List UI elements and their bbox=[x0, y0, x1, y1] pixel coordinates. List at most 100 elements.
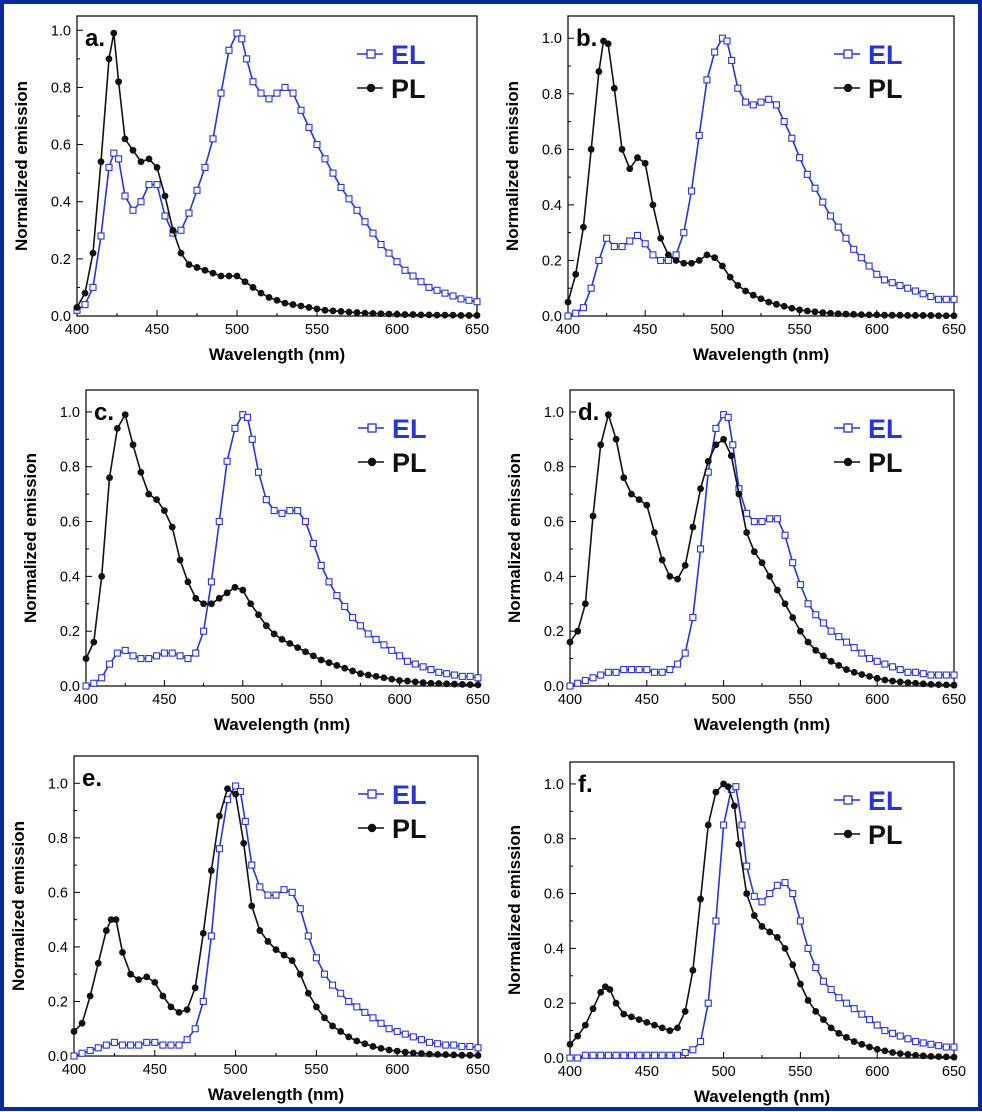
pl-point bbox=[674, 1024, 681, 1032]
el-point bbox=[935, 1042, 943, 1050]
pl-point bbox=[749, 291, 757, 299]
figure-canvas: 400 450 500 550 600 650 0.0 0.2 0.4 0.6 0.8 1.0 Wave… bbox=[9, 15, 966, 1106]
legend-label-el: EL bbox=[392, 780, 427, 810]
pl-point bbox=[127, 970, 134, 978]
el-point bbox=[337, 989, 345, 997]
el-point bbox=[90, 679, 98, 687]
pl-point bbox=[302, 648, 309, 656]
pl-point bbox=[434, 1050, 441, 1058]
el-point bbox=[865, 655, 874, 663]
pl-point bbox=[695, 257, 703, 264]
el-point bbox=[881, 1027, 889, 1035]
x-tick-label: 500 bbox=[711, 1064, 735, 1080]
el-point bbox=[581, 676, 589, 685]
el-point bbox=[566, 682, 574, 690]
pl-point bbox=[337, 308, 345, 315]
pl-point bbox=[719, 262, 726, 270]
el-point bbox=[950, 1043, 958, 1051]
pl-point bbox=[417, 311, 425, 319]
el-point bbox=[377, 1019, 385, 1027]
pl-point bbox=[628, 1013, 635, 1021]
pl-point bbox=[896, 678, 904, 686]
el-point bbox=[176, 652, 184, 660]
pl-point bbox=[781, 944, 789, 952]
pl-point bbox=[789, 614, 797, 621]
pl-point bbox=[950, 681, 958, 689]
pl-point bbox=[712, 441, 720, 449]
pl-point bbox=[581, 600, 589, 608]
el-point bbox=[641, 240, 649, 248]
el-point bbox=[935, 671, 943, 679]
el-point bbox=[873, 1021, 881, 1029]
pl-point bbox=[635, 496, 643, 504]
pl-point bbox=[912, 312, 919, 319]
pl-point bbox=[758, 559, 766, 567]
pl-point bbox=[950, 1053, 958, 1061]
pl-point bbox=[247, 600, 255, 608]
el-point bbox=[280, 886, 288, 894]
el-point bbox=[604, 668, 612, 676]
el-point bbox=[256, 883, 264, 891]
pl-point bbox=[255, 611, 262, 619]
el-point bbox=[796, 154, 804, 162]
el-point bbox=[757, 98, 765, 106]
pl-point bbox=[82, 655, 90, 662]
pl-point bbox=[199, 929, 207, 937]
pl-point bbox=[167, 1003, 175, 1011]
el-point bbox=[743, 509, 751, 517]
pl-point bbox=[216, 812, 223, 820]
el-point bbox=[313, 141, 321, 149]
el-point bbox=[610, 243, 618, 251]
legend-label-el: EL bbox=[391, 40, 426, 70]
x-tick-label: 450 bbox=[635, 692, 659, 708]
el-point bbox=[129, 652, 137, 660]
el-point bbox=[115, 155, 123, 163]
pl-point bbox=[919, 312, 927, 319]
el-point bbox=[380, 641, 388, 649]
y-tick-label: 0.2 bbox=[544, 624, 564, 640]
pl-point bbox=[225, 272, 233, 280]
pl-point bbox=[730, 802, 738, 810]
pl-point bbox=[385, 310, 393, 318]
el-point bbox=[773, 515, 781, 523]
pl-point bbox=[635, 1016, 643, 1024]
pl-point bbox=[129, 441, 137, 449]
pl-point bbox=[119, 948, 126, 956]
el-point bbox=[317, 561, 325, 569]
el-point bbox=[70, 1052, 78, 1060]
el-point bbox=[919, 290, 927, 298]
el-point bbox=[160, 649, 168, 657]
el-point bbox=[232, 782, 240, 790]
pl-point bbox=[610, 84, 618, 92]
el-point bbox=[94, 1044, 102, 1052]
el-point bbox=[321, 155, 329, 163]
el-point bbox=[620, 666, 628, 674]
pl-point bbox=[201, 266, 209, 274]
pl-point bbox=[597, 988, 605, 996]
el-point bbox=[361, 218, 369, 226]
pl-point bbox=[589, 1005, 597, 1013]
y-tick-label: 0.6 bbox=[51, 138, 71, 154]
pl-point bbox=[273, 296, 281, 304]
pl-point bbox=[857, 311, 865, 319]
panel-d: 400 450 500 550 600 650 0.0 0.2 0.4 0.6 0.8 1.0 Wave… bbox=[505, 389, 966, 734]
el-point bbox=[450, 671, 459, 679]
x-tick-label: 400 bbox=[62, 1062, 86, 1078]
pl-point bbox=[427, 679, 435, 687]
legend-label-el: EL bbox=[868, 414, 903, 444]
el-point bbox=[86, 1046, 94, 1055]
y-tick-label: 0.2 bbox=[48, 994, 68, 1010]
pl-point bbox=[441, 311, 449, 319]
panel-label: a. bbox=[85, 25, 105, 52]
pl-point bbox=[658, 556, 666, 564]
pl-point bbox=[151, 978, 159, 986]
pl-point bbox=[858, 1040, 866, 1048]
el-point bbox=[223, 457, 231, 465]
legend-marker-pl bbox=[843, 829, 853, 839]
el-point bbox=[215, 845, 223, 853]
pl-point bbox=[820, 652, 827, 660]
el-point bbox=[681, 649, 689, 657]
el-point bbox=[627, 1051, 635, 1059]
x-axis-title: Wavelength (nm) bbox=[693, 345, 829, 364]
el-point bbox=[225, 46, 233, 54]
